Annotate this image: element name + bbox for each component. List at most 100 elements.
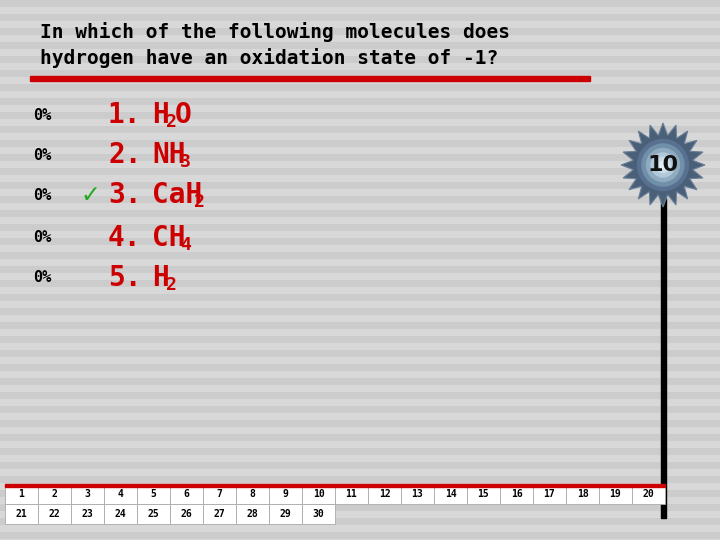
- Bar: [170, 484, 203, 504]
- Bar: [0, 378, 720, 385]
- Text: 2: 2: [194, 193, 205, 211]
- Bar: [0, 315, 720, 322]
- Bar: [0, 105, 720, 112]
- Bar: [0, 476, 720, 483]
- Bar: [38, 504, 71, 524]
- Bar: [71, 484, 104, 504]
- Bar: [0, 392, 720, 399]
- Text: 13: 13: [412, 489, 423, 499]
- Bar: [0, 280, 720, 287]
- Bar: [0, 56, 720, 63]
- Bar: [0, 406, 720, 413]
- Text: 5.: 5.: [108, 264, 142, 292]
- Text: H: H: [152, 101, 168, 129]
- Text: 9: 9: [282, 489, 289, 499]
- Bar: [401, 484, 434, 504]
- Bar: [0, 14, 720, 21]
- Bar: [0, 322, 720, 329]
- Bar: [0, 7, 720, 14]
- Bar: [104, 504, 137, 524]
- Bar: [0, 329, 720, 336]
- Text: 29: 29: [279, 509, 292, 519]
- Text: 10: 10: [312, 489, 325, 499]
- Text: 3.: 3.: [108, 181, 142, 209]
- Bar: [5, 484, 38, 504]
- Bar: [0, 490, 720, 497]
- Bar: [0, 21, 720, 28]
- Bar: [0, 140, 720, 147]
- Text: 7: 7: [217, 489, 222, 499]
- Bar: [0, 532, 720, 539]
- Bar: [236, 484, 269, 504]
- Text: 2: 2: [52, 489, 58, 499]
- Text: 8: 8: [250, 489, 256, 499]
- Text: 28: 28: [247, 509, 258, 519]
- Bar: [661, 198, 666, 518]
- Text: 21: 21: [16, 509, 27, 519]
- Text: 0%: 0%: [33, 147, 51, 163]
- Text: 2.: 2.: [108, 141, 142, 169]
- Text: ✓: ✓: [80, 183, 100, 207]
- Bar: [500, 484, 533, 504]
- Bar: [0, 273, 720, 280]
- Text: 4: 4: [117, 489, 123, 499]
- Bar: [71, 504, 104, 524]
- Bar: [5, 484, 665, 487]
- Text: 24: 24: [114, 509, 127, 519]
- Text: H: H: [152, 264, 168, 292]
- Text: 11: 11: [346, 489, 357, 499]
- Bar: [0, 126, 720, 133]
- Bar: [137, 504, 170, 524]
- Text: NH: NH: [152, 141, 186, 169]
- Bar: [632, 484, 665, 504]
- Text: CaH: CaH: [152, 181, 202, 209]
- Bar: [0, 399, 720, 406]
- Text: CH: CH: [152, 224, 186, 252]
- Bar: [0, 336, 720, 343]
- Bar: [0, 91, 720, 98]
- Bar: [170, 504, 203, 524]
- Text: 16: 16: [510, 489, 523, 499]
- Text: 2: 2: [166, 113, 177, 131]
- Text: 25: 25: [148, 509, 159, 519]
- Bar: [0, 385, 720, 392]
- Bar: [0, 84, 720, 91]
- Bar: [203, 504, 236, 524]
- Bar: [0, 371, 720, 378]
- Bar: [0, 301, 720, 308]
- Bar: [0, 343, 720, 350]
- Bar: [467, 484, 500, 504]
- Bar: [0, 161, 720, 168]
- Text: 1: 1: [19, 489, 24, 499]
- Bar: [38, 484, 71, 504]
- Bar: [269, 484, 302, 504]
- Bar: [0, 189, 720, 196]
- Bar: [0, 350, 720, 357]
- Bar: [0, 133, 720, 140]
- Bar: [302, 484, 335, 504]
- Bar: [0, 196, 720, 203]
- Bar: [0, 252, 720, 259]
- Bar: [0, 147, 720, 154]
- Text: 26: 26: [181, 509, 192, 519]
- Bar: [0, 427, 720, 434]
- Bar: [0, 238, 720, 245]
- Bar: [0, 308, 720, 315]
- Text: 5: 5: [150, 489, 156, 499]
- Bar: [137, 484, 170, 504]
- Text: 2: 2: [166, 276, 177, 294]
- Bar: [236, 504, 269, 524]
- Bar: [0, 287, 720, 294]
- Bar: [0, 217, 720, 224]
- Text: O: O: [175, 101, 192, 129]
- Bar: [0, 462, 720, 469]
- Bar: [0, 70, 720, 77]
- Bar: [0, 357, 720, 364]
- Bar: [434, 484, 467, 504]
- Bar: [0, 210, 720, 217]
- Bar: [0, 448, 720, 455]
- Bar: [0, 28, 720, 35]
- Bar: [0, 77, 720, 84]
- Bar: [566, 484, 599, 504]
- Text: 30: 30: [312, 509, 325, 519]
